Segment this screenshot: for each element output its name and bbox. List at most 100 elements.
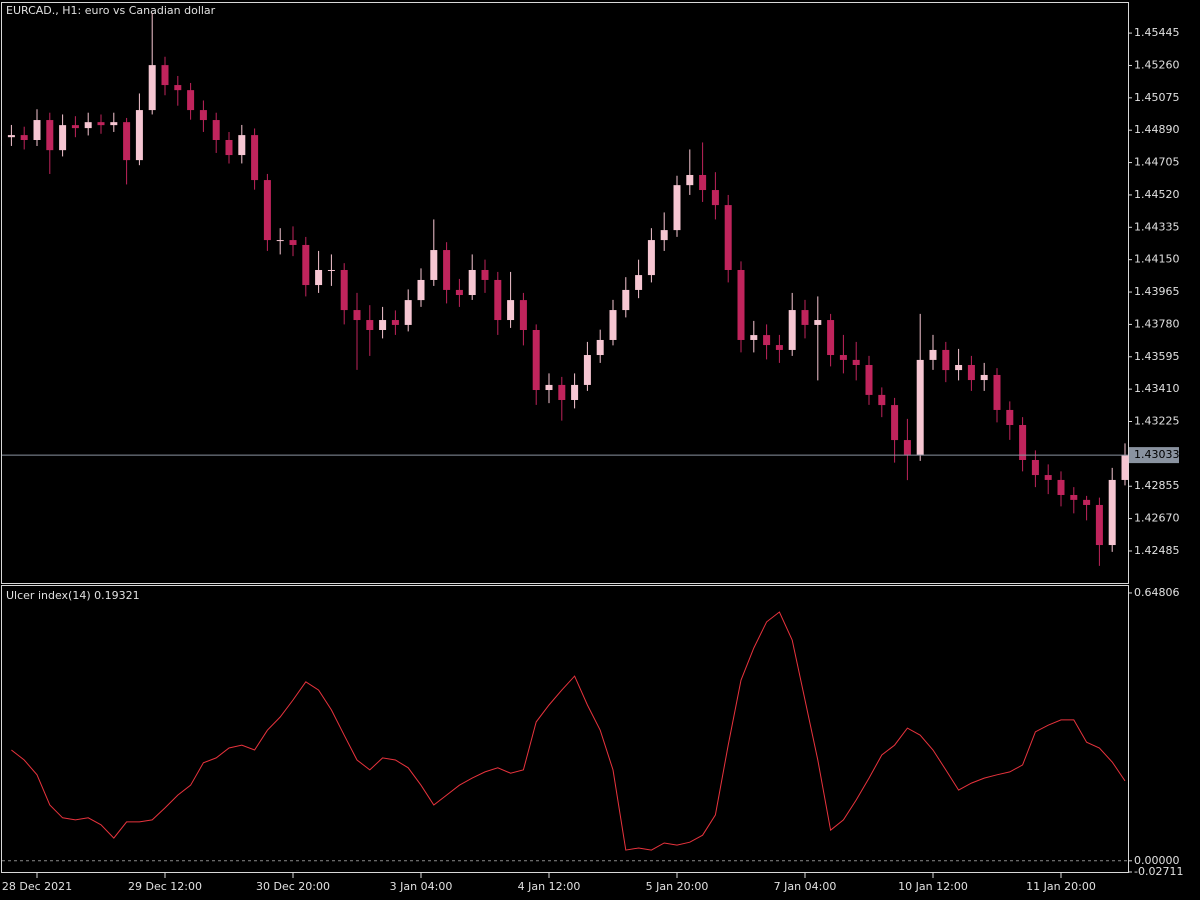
candle-body <box>1083 499 1091 505</box>
candle-body <box>379 320 387 331</box>
candle-body <box>891 405 899 441</box>
candle-body <box>878 394 886 406</box>
indicator-pane-frame <box>1 585 1129 873</box>
y-tick-label: 1.43410 <box>1134 382 1180 395</box>
candle-body <box>443 250 451 290</box>
candle-body <box>519 300 527 331</box>
x-tick-label: 11 Jan 20:00 <box>1026 880 1096 893</box>
candle-body <box>481 269 489 280</box>
y-tick-label: 1.43595 <box>1134 350 1180 363</box>
y-tick-label: 1.44705 <box>1134 156 1180 169</box>
y-tick-label: 1.44520 <box>1134 188 1180 201</box>
x-tick-label: 28 Dec 2021 <box>2 880 72 893</box>
candle-body <box>97 122 105 126</box>
candle-body <box>1057 479 1065 495</box>
y-tick-label: 1.45075 <box>1134 91 1180 104</box>
candle-body <box>635 275 643 290</box>
candle-body <box>865 364 873 395</box>
candle-body <box>814 320 822 325</box>
x-tick-label: 29 Dec 12:00 <box>128 880 202 893</box>
candle-body <box>673 185 681 231</box>
indicator-title: Ulcer index(14) 0.19321 <box>6 589 140 602</box>
y-tick-label: 1.44890 <box>1134 123 1180 136</box>
candle-body <box>942 349 950 371</box>
candle-body <box>711 190 719 206</box>
candle-body <box>315 269 323 286</box>
price-pane-frame <box>1 2 1129 584</box>
candle-body <box>251 135 259 181</box>
candle-body <box>827 320 835 356</box>
indicator-line <box>11 611 1126 851</box>
candle-body <box>366 320 374 331</box>
candle-body <box>59 125 67 151</box>
candle-body <box>148 65 156 111</box>
candle-body <box>916 359 924 455</box>
candle-body <box>20 135 28 140</box>
candle-body <box>775 345 783 350</box>
y-tick-label: 1.42485 <box>1134 544 1180 557</box>
candle-body <box>302 244 310 286</box>
candle-body <box>123 122 131 161</box>
candle-body <box>340 269 348 311</box>
y-tick-label: 1.43225 <box>1134 415 1180 428</box>
candle-body <box>1031 460 1039 476</box>
y-tick-label: 1.45445 <box>1134 26 1180 39</box>
candle-body <box>430 250 438 280</box>
x-tick-label: 3 Jan 04:00 <box>390 880 453 893</box>
candle-body <box>955 364 963 371</box>
candle-body <box>903 440 911 455</box>
candle-body <box>289 240 297 245</box>
y-tick-label: 1.42855 <box>1134 479 1180 492</box>
candle-body <box>852 359 860 365</box>
candle-body <box>801 310 809 325</box>
candle-body <box>276 240 284 242</box>
candle-body <box>161 65 169 86</box>
candle-body <box>84 122 92 129</box>
x-tick-label: 5 Jan 20:00 <box>646 880 709 893</box>
candle-body <box>993 374 1001 410</box>
candle-body <box>263 180 271 241</box>
y-tick-label: 0.00000 <box>1134 854 1180 867</box>
candle-body <box>494 279 502 321</box>
candle-body <box>1006 409 1014 426</box>
candle-body <box>980 374 988 381</box>
candle-body <box>417 279 425 301</box>
candle-body <box>46 120 54 151</box>
current-price-box <box>1129 447 1179 464</box>
y-tick-label: 1.42670 <box>1134 512 1180 525</box>
candle-body <box>404 300 412 325</box>
x-tick-label: 30 Dec 20:00 <box>256 880 330 893</box>
candle-body <box>135 110 143 161</box>
y-tick-label: -0.02711 <box>1134 865 1183 878</box>
candle-body <box>609 310 617 340</box>
candle-body <box>929 349 937 360</box>
candle-body <box>507 300 515 321</box>
candle-body <box>545 384 553 391</box>
candle-body <box>699 174 707 191</box>
candle-body <box>110 122 118 126</box>
candle-body <box>71 125 79 129</box>
y-tick-label: 1.44150 <box>1134 253 1180 266</box>
candle-body <box>1044 475 1052 480</box>
candle-body <box>327 269 335 271</box>
y-tick-label: 1.43780 <box>1134 317 1180 330</box>
candle-body <box>199 110 207 121</box>
candle-body <box>839 355 847 360</box>
candle-body <box>455 289 463 296</box>
current-price-label: 1.43033 <box>1134 448 1180 461</box>
candle-body <box>391 320 399 325</box>
candle-body <box>187 90 195 111</box>
candle-body <box>1121 455 1129 480</box>
x-tick-label: 7 Jan 04:00 <box>774 880 837 893</box>
candle-body <box>1070 494 1078 500</box>
candle-body <box>1108 479 1116 546</box>
y-tick-label: 1.43965 <box>1134 285 1180 298</box>
candle-body <box>788 310 796 350</box>
candle-body <box>212 120 220 140</box>
candle-body <box>750 335 758 340</box>
candle-body <box>763 335 771 346</box>
candle-body <box>468 269 476 296</box>
candle-body <box>596 339 604 356</box>
